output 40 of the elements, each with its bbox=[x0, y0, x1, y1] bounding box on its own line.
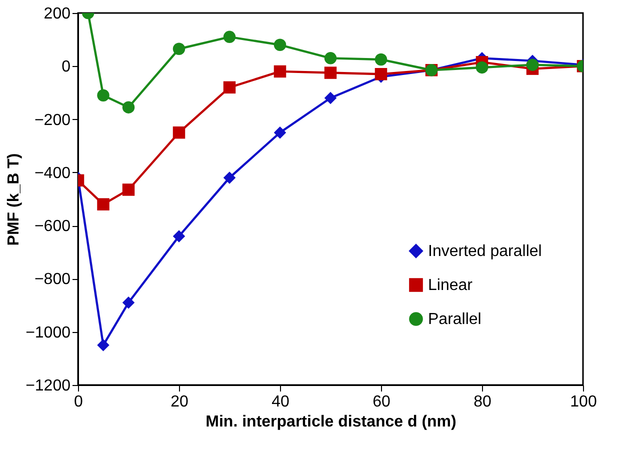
point bbox=[526, 58, 539, 71]
point bbox=[324, 66, 337, 79]
y-tick-label: −1000 bbox=[26, 324, 71, 342]
point bbox=[172, 126, 186, 139]
x-tick-label: 40 bbox=[272, 394, 290, 410]
x-tick-label: 0 bbox=[74, 394, 84, 410]
point bbox=[274, 38, 286, 51]
point bbox=[97, 89, 110, 102]
x-tick-label: 20 bbox=[170, 394, 188, 410]
y-tick-label: −200 bbox=[34, 112, 71, 129]
x-tick-label: 80 bbox=[474, 394, 492, 410]
point bbox=[324, 92, 337, 104]
point bbox=[324, 52, 337, 64]
y-tick-label: 200 bbox=[44, 6, 71, 22]
y-tick-label: −1200 bbox=[26, 378, 71, 394]
point bbox=[122, 101, 135, 114]
x-axis-title: Min. interparticle distance d (nm) bbox=[206, 414, 456, 430]
legend-label: Parallel bbox=[428, 311, 482, 328]
point bbox=[274, 65, 286, 78]
y-tick-label: −400 bbox=[34, 164, 71, 182]
point bbox=[374, 53, 388, 66]
point bbox=[172, 230, 186, 242]
x-tick-label: 100 bbox=[570, 394, 597, 410]
point bbox=[122, 184, 135, 196]
point bbox=[223, 81, 236, 94]
point bbox=[476, 61, 488, 74]
point bbox=[97, 339, 110, 352]
point bbox=[97, 198, 110, 210]
x-tick-label: 60 bbox=[372, 394, 390, 410]
legend-label: Linear bbox=[428, 277, 474, 294]
point bbox=[223, 172, 236, 184]
point bbox=[223, 30, 236, 44]
legend-label: Inverted parallel bbox=[428, 243, 542, 260]
y-tick-label: −600 bbox=[34, 218, 71, 236]
y-tick-label: −800 bbox=[34, 271, 71, 288]
point bbox=[274, 126, 286, 139]
point bbox=[122, 296, 135, 309]
point bbox=[172, 42, 186, 55]
y-tick-label: 0 bbox=[62, 58, 71, 76]
y-axis-title: PMF (k_B T) bbox=[6, 153, 23, 246]
